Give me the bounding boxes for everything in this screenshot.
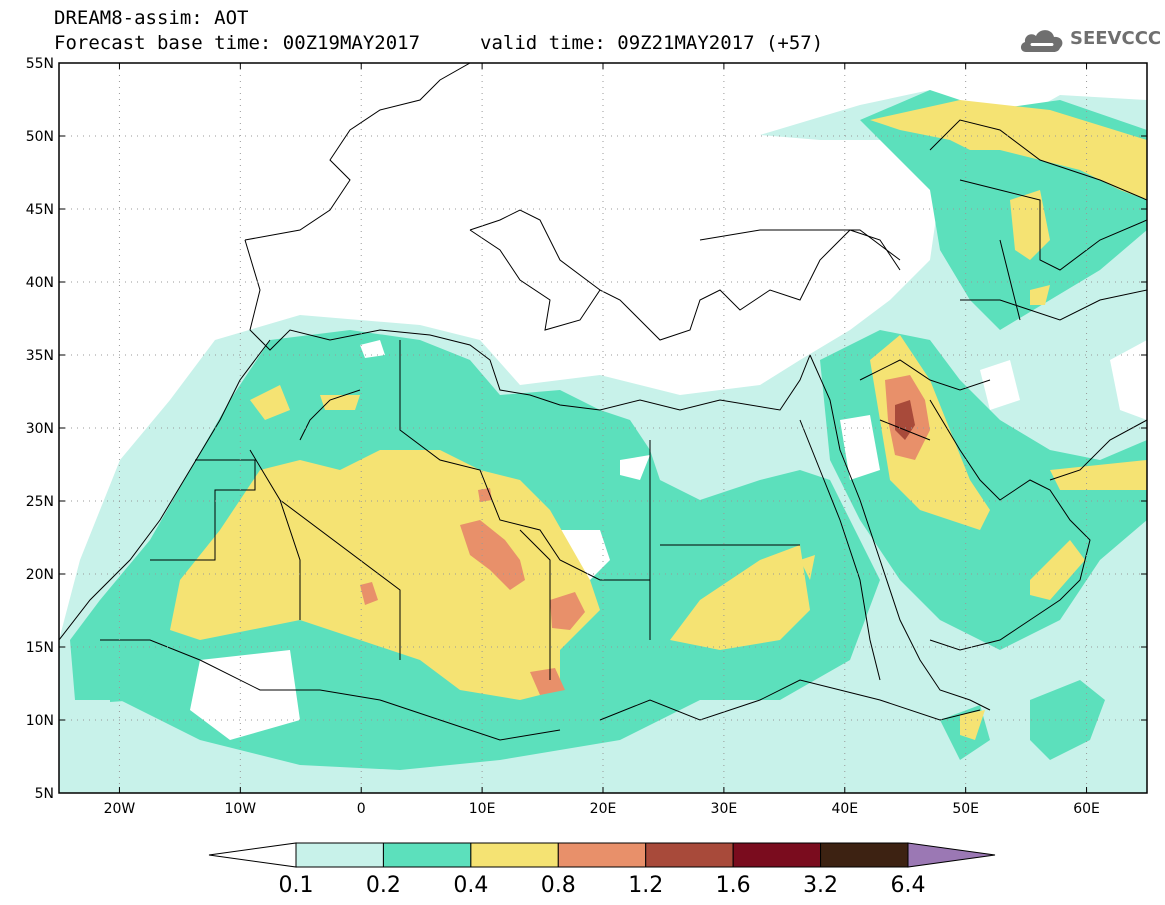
lat-tick-label: 20N xyxy=(26,567,54,583)
lat-tick-label: 25N xyxy=(26,494,54,510)
colorbar-label: 1.6 xyxy=(716,873,751,898)
colorbar-low-arrow xyxy=(208,842,297,868)
lon-tick-label: 60E xyxy=(1073,801,1100,817)
colorbar-label: 6.4 xyxy=(891,873,926,898)
lat-tick-label: 15N xyxy=(26,640,54,656)
lat-tick-label: 40N xyxy=(26,275,54,291)
logo-text: SEEVCCC xyxy=(1070,28,1162,49)
colorbar-label: 0.2 xyxy=(366,873,401,898)
lon-tick-label: 10W xyxy=(224,801,256,817)
colorbar-box xyxy=(382,842,472,868)
lat-tick-label: 55N xyxy=(26,56,54,72)
aot-band-0.8 xyxy=(360,375,930,695)
colorbar-box xyxy=(470,842,559,868)
lat-tick-label: 50N xyxy=(26,129,54,145)
map-title: DREAM8-assim: AOT xyxy=(54,7,249,29)
colorbar-label: 3.2 xyxy=(803,873,838,898)
aot-band-1.2 xyxy=(895,400,915,440)
colorbar-box xyxy=(732,842,822,868)
map-grid xyxy=(59,63,1147,793)
lat-tick-label: 45N xyxy=(26,202,54,218)
longitude-axis: 20W 10W 0 10E 20E 30E 40E 50E 60E xyxy=(104,63,1100,817)
valid-time: valid time: 09Z21MAY2017 (+57) xyxy=(480,32,824,54)
lon-tick-label: 20W xyxy=(104,801,136,817)
lat-tick-label: 10N xyxy=(26,713,54,729)
colorbar-high-arrow xyxy=(907,842,996,868)
colorbar-label: 1.2 xyxy=(628,873,663,898)
lon-tick-label: 50E xyxy=(952,801,979,817)
aot-gaps xyxy=(190,340,1147,740)
latitude-axis: 55N 50N 45N 40N 35N 30N 25N 20N 15N 10N 5N xyxy=(26,56,1147,802)
lon-tick-label: 10E xyxy=(469,801,496,817)
colorbar: 0.1 0.2 0.4 0.8 1.2 1.6 3.2 6.4 xyxy=(208,842,996,898)
aot-field xyxy=(59,90,1147,793)
colorbar-box xyxy=(295,842,384,868)
colorbar-box xyxy=(820,842,909,868)
forecast-time-line: Forecast base time: 00Z19MAY2017 valid ti… xyxy=(54,32,823,54)
lon-tick-label: 20E xyxy=(590,801,617,817)
lon-tick-label: 0 xyxy=(357,801,366,817)
colorbar-box xyxy=(645,842,734,868)
lat-tick-label: 35N xyxy=(26,348,54,364)
colorbar-label: 0.8 xyxy=(541,873,576,898)
cloud-icon xyxy=(1020,30,1063,52)
colorbar-label: 0.4 xyxy=(453,873,488,898)
lon-tick-label: 40E xyxy=(831,801,858,817)
lat-tick-label: 5N xyxy=(35,786,54,802)
base-time: Forecast base time: 00Z19MAY2017 xyxy=(54,32,421,54)
coastlines xyxy=(59,63,1147,741)
seevccc-logo: SEEVCCC xyxy=(1018,24,1162,56)
colorbar-label: 0.1 xyxy=(279,873,314,898)
lat-tick-label: 30N xyxy=(26,421,54,437)
lon-tick-label: 30E xyxy=(711,801,738,817)
colorbar-box xyxy=(557,842,647,868)
